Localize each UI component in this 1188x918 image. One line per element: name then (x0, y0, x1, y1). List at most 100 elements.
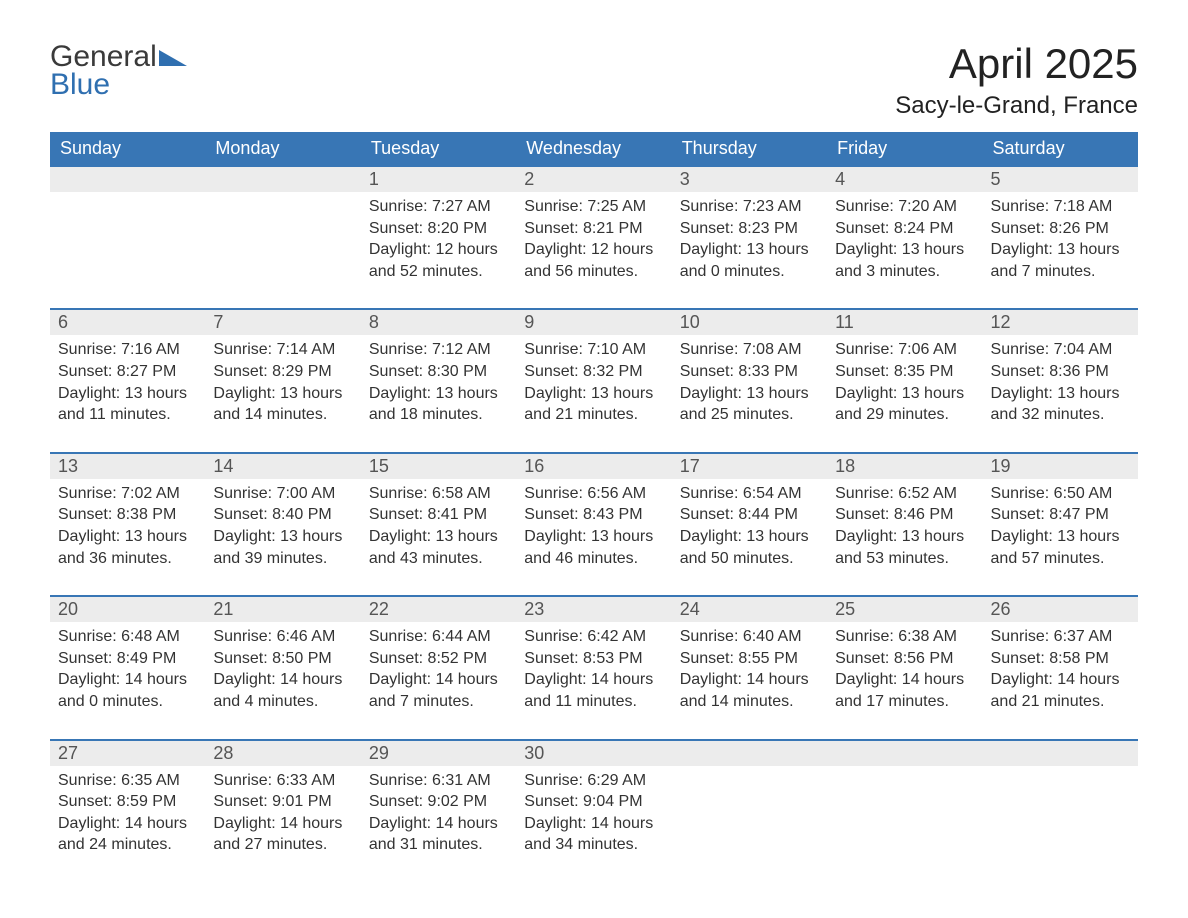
daylight2: and 14 minutes. (213, 406, 327, 423)
daylight1: Daylight: 13 hours (524, 528, 653, 545)
sunset: Sunset: 8:50 PM (213, 650, 331, 667)
daylight1: Daylight: 14 hours (680, 671, 809, 688)
daycell: Sunrise: 6:52 AM Sunset: 8:46 PM Daylight:… (827, 479, 982, 596)
daynum (50, 166, 205, 192)
location: Sacy-le-Grand, France (895, 92, 1138, 120)
sunset: Sunset: 8:46 PM (835, 506, 953, 523)
daynum: 16 (516, 453, 671, 479)
daylight1: Daylight: 13 hours (369, 528, 498, 545)
daycell: Sunrise: 6:29 AMSunset: 9:04 PMDaylight:… (516, 766, 671, 882)
sunrise: Sunrise: 7:02 AM (58, 485, 180, 502)
sunrise: Sunrise: 6:42 AM (524, 628, 646, 645)
sunrise: Sunrise: 7:08 AM (680, 341, 802, 358)
sunset: Sunset: 8:53 PM (524, 650, 642, 667)
week4-data: Sunrise: 6:35 AMSunset: 8:59 PMDaylight:… (50, 766, 1138, 882)
daylight2: and 32 minutes. (991, 406, 1105, 423)
dayheader-sun: Sunday (50, 132, 205, 166)
daycell: Sunrise: 6:33 AMSunset: 9:01 PMDaylight:… (205, 766, 360, 882)
daycell-empty (205, 192, 360, 309)
daylight2: and 46 minutes. (524, 550, 638, 567)
daycell: Sunrise: 7:04 AMSunset: 8:36 PMDaylight:… (983, 335, 1138, 452)
daylight2: and 27 minutes. (213, 836, 327, 853)
dayheader-tue: Tuesday (361, 132, 516, 166)
sunrise: Sunrise: 6:33 AM (213, 772, 335, 789)
daynum: 8 (361, 309, 516, 335)
sunset: Sunset: 8:26 PM (991, 220, 1109, 237)
daynum: 18 (827, 453, 982, 479)
sunrise: Sunrise: 6:31 AM (369, 772, 491, 789)
daynum: 28 (205, 740, 360, 766)
daynum (827, 740, 982, 766)
daylight1: Daylight: 13 hours (835, 528, 964, 545)
sunrise: Sunrise: 7:27 AM (369, 198, 491, 215)
daylight1: Daylight: 12 hours (369, 241, 498, 258)
sunrise: Sunrise: 7:16 AM (58, 341, 180, 358)
week3-data: Sunrise: 6:48 AMSunset: 8:49 PMDaylight:… (50, 622, 1138, 739)
sunset: Sunset: 8:29 PM (213, 363, 331, 380)
daynum: 27 (50, 740, 205, 766)
daylight1: Daylight: 13 hours (680, 528, 809, 545)
sunset: Sunset: 8:20 PM (369, 220, 487, 237)
daycell: Sunrise: 7:12 AMSunset: 8:30 PMDaylight:… (361, 335, 516, 452)
daynum: 17 (672, 453, 827, 479)
daylight2: and 11 minutes. (58, 406, 171, 423)
daynum: 14 (205, 453, 360, 479)
sunrise: Sunrise: 6:38 AM (835, 628, 957, 645)
sunset: Sunset: 8:55 PM (680, 650, 798, 667)
sunrise: Sunrise: 7:06 AM (835, 341, 957, 358)
daycell-empty (50, 192, 205, 309)
daycell: Sunrise: 6:54 AMSunset: 8:44 PMDaylight:… (672, 479, 827, 596)
daylight1: Daylight: 13 hours (835, 385, 964, 402)
daynum: 2 (516, 166, 671, 192)
daylight1: Daylight: 14 hours (991, 671, 1120, 688)
week0-data: Sunrise: 7:27 AM Sunset: 8:20 PM Daylight:… (50, 192, 1138, 309)
daynum: 24 (672, 596, 827, 622)
dayheader-sat: Saturday (983, 132, 1138, 166)
daylight1: Daylight: 13 hours (991, 528, 1120, 545)
daylight1: Daylight: 14 hours (213, 671, 342, 688)
daylight1: Daylight: 14 hours (524, 671, 653, 688)
sunset: Sunset: 8:59 PM (58, 793, 176, 810)
daylight2: and 34 minutes. (524, 836, 638, 853)
sunrise: Sunrise: 6:54 AM (680, 485, 802, 502)
daynum (672, 740, 827, 766)
week1-nums: 6 7 8 9 10 11 12 (50, 309, 1138, 335)
daycell: Sunrise: 7:14 AMSunset: 8:29 PMDaylight:… (205, 335, 360, 452)
daylight1: Daylight: 13 hours (369, 385, 498, 402)
daylight1: Daylight: 14 hours (213, 815, 342, 832)
sunset: Sunset: 8:38 PM (58, 506, 176, 523)
daycell: Sunrise: 7:10 AMSunset: 8:32 PMDaylight:… (516, 335, 671, 452)
sunrise: Sunrise: 7:23 AM (680, 198, 802, 215)
daycell: Sunrise: 7:27 AM Sunset: 8:20 PM Daylight:… (361, 192, 516, 309)
daylight1: Daylight: 12 hours (524, 241, 653, 258)
daylight1: Daylight: 13 hours (58, 528, 187, 545)
daycell: Sunrise: 7:16 AMSunset: 8:27 PMDaylight:… (50, 335, 205, 452)
daylight2: and 53 minutes. (835, 550, 949, 567)
daycell: Sunrise: 6:48 AMSunset: 8:49 PMDaylight:… (50, 622, 205, 739)
daycell: Sunrise: 7:00 AMSunset: 8:40 PMDaylight:… (205, 479, 360, 596)
sunrise: Sunrise: 6:56 AM (524, 485, 646, 502)
daycell: Sunrise: 7:18 AMSunset: 8:26 PMDaylight:… (983, 192, 1138, 309)
dayheader-row: Sunday Monday Tuesday Wednesday Thursday… (50, 132, 1138, 166)
daynum: 13 (50, 453, 205, 479)
daylight2: and 21 minutes. (991, 693, 1105, 710)
daycell: Sunrise: 6:38 AMSunset: 8:56 PMDaylight:… (827, 622, 982, 739)
dayheader-fri: Friday (827, 132, 982, 166)
sunrise: Sunrise: 6:52 AM (835, 485, 957, 502)
daylight2: and 50 minutes. (680, 550, 794, 567)
week4-nums: 27 28 29 30 (50, 740, 1138, 766)
daylight1: Daylight: 14 hours (369, 815, 498, 832)
daylight1: Daylight: 14 hours (369, 671, 498, 688)
daycell: Sunrise: 6:42 AM Sunset: 8:53 PM Daylight:… (516, 622, 671, 739)
sunrise: Sunrise: 7:04 AM (991, 341, 1113, 358)
daylight1: Daylight: 14 hours (58, 671, 187, 688)
daylight2: and 7 minutes. (991, 263, 1096, 280)
sunrise: Sunrise: 6:48 AM (58, 628, 180, 645)
daylight1: Daylight: 13 hours (524, 385, 653, 402)
daycell: Sunrise: 6:40 AMSunset: 8:55 PMDaylight:… (672, 622, 827, 739)
sunrise: Sunrise: 7:10 AM (524, 341, 646, 358)
week2-nums: 13 14 15 16 17 18 19 (50, 453, 1138, 479)
sunset: Sunset: 8:40 PM (213, 506, 331, 523)
week2-data: Sunrise: 7:02 AM Sunset: 8:38 PM Daylight:… (50, 479, 1138, 596)
daycell: Sunrise: 7:25 AMSunset: 8:21 PMDaylight:… (516, 192, 671, 309)
